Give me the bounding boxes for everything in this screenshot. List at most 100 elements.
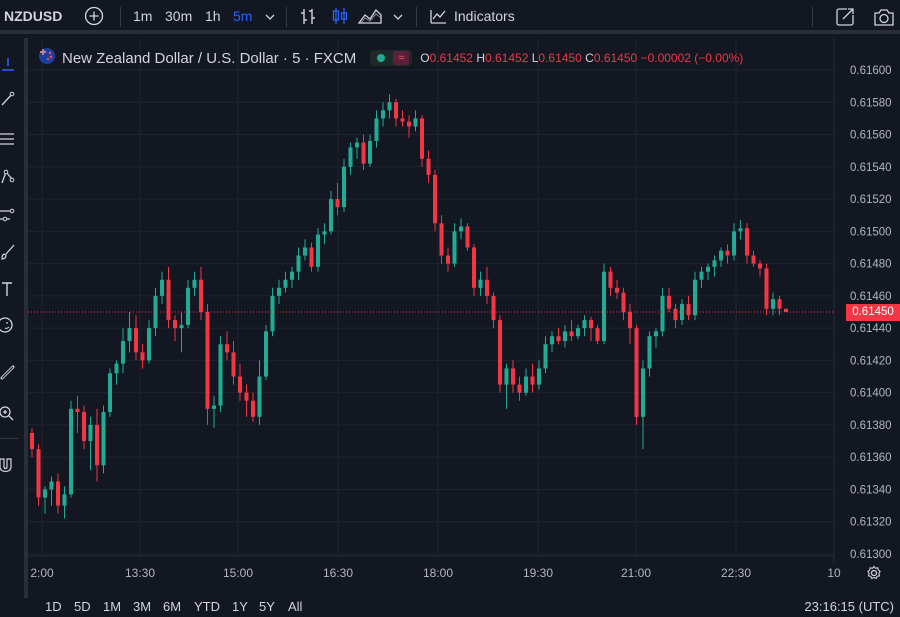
candle bbox=[270, 287, 275, 337]
candle bbox=[432, 170, 438, 232]
candle-body bbox=[660, 295, 665, 332]
close-value: 0.61450 bbox=[593, 51, 638, 65]
candle bbox=[445, 247, 451, 272]
range-1y[interactable]: 1Y bbox=[232, 599, 248, 614]
toolbar-divider bbox=[812, 7, 813, 27]
candle bbox=[185, 279, 191, 329]
prediction-tools-icon[interactable] bbox=[0, 206, 16, 224]
candle bbox=[328, 191, 334, 235]
candle-body bbox=[198, 279, 204, 312]
range-1m[interactable]: 1M bbox=[103, 599, 122, 614]
candle bbox=[465, 223, 470, 251]
candle bbox=[556, 328, 561, 345]
snapshot-icon[interactable] bbox=[834, 6, 856, 33]
candle-body bbox=[224, 344, 230, 353]
time-tick-label: 19:30 bbox=[523, 566, 553, 580]
text-tool-icon[interactable] bbox=[0, 280, 16, 298]
candle bbox=[686, 295, 691, 321]
candle bbox=[367, 134, 373, 167]
price-chart[interactable]: 0.61600 0.61580 0.61560 0.61540 0.61520 0.615… bbox=[28, 38, 900, 596]
trend-line-icon[interactable] bbox=[0, 90, 16, 108]
ruler-icon[interactable] bbox=[0, 364, 16, 382]
area-chart-type-icon[interactable] bbox=[357, 6, 383, 31]
market-status-badge[interactable]: ≈ bbox=[370, 50, 413, 66]
candle bbox=[725, 244, 730, 264]
candle bbox=[608, 266, 613, 296]
crosshair-icon[interactable] bbox=[0, 56, 16, 74]
candle bbox=[491, 292, 496, 329]
indicators-icon[interactable] bbox=[428, 6, 448, 31]
candle-body bbox=[699, 271, 704, 280]
pattern-icon[interactable] bbox=[0, 168, 16, 186]
time-tick-label: 10 bbox=[827, 566, 841, 580]
price-tick-label: 0.61460 bbox=[850, 291, 892, 303]
candle-body bbox=[309, 247, 314, 267]
candle-body bbox=[406, 121, 412, 127]
zoom-icon[interactable] bbox=[0, 404, 16, 422]
time-axis[interactable]: 2:00 13:30 15:00 16:30 18:00 19:30 21:00 22:30 1… bbox=[30, 566, 841, 580]
emoji-icon[interactable] bbox=[0, 316, 16, 334]
interval-30m[interactable]: 30m bbox=[165, 8, 193, 24]
price-tick-label: 0.61560 bbox=[850, 130, 892, 142]
range-5y[interactable]: 5Y bbox=[259, 599, 275, 614]
candle bbox=[380, 102, 386, 127]
candle bbox=[634, 324, 639, 425]
range-5d[interactable]: 5D bbox=[74, 599, 91, 614]
candle bbox=[140, 344, 145, 369]
range-all[interactable]: All bbox=[288, 599, 303, 614]
candle bbox=[283, 271, 288, 293]
fib-retracement-icon[interactable] bbox=[0, 130, 16, 148]
clock[interactable]: 23:16:15 (UTC) bbox=[804, 599, 894, 614]
candle-chart-type-icon[interactable] bbox=[330, 6, 350, 31]
camera-icon[interactable] bbox=[872, 6, 896, 33]
candle bbox=[452, 223, 457, 267]
candle bbox=[393, 99, 399, 127]
range-ytd[interactable]: YTD bbox=[194, 599, 220, 614]
indicators-button[interactable]: Indicators bbox=[454, 8, 515, 24]
candle bbox=[354, 137, 360, 159]
candle bbox=[107, 368, 113, 417]
candle-body bbox=[263, 331, 269, 377]
candle bbox=[88, 416, 93, 471]
symbol-search[interactable]: NZDUSD bbox=[4, 8, 63, 24]
compare-add-icon[interactable] bbox=[84, 6, 104, 31]
range-1d[interactable]: 1D bbox=[45, 599, 62, 614]
candle bbox=[692, 271, 698, 321]
time-tick-label: 22:30 bbox=[721, 566, 751, 580]
interval-1h[interactable]: 1h bbox=[205, 8, 221, 24]
candle-body bbox=[322, 231, 327, 235]
last-price-label: 0.61450 bbox=[846, 304, 900, 321]
magnet-icon[interactable] bbox=[0, 456, 16, 474]
candle bbox=[738, 220, 743, 240]
bottom-toolbar: 1D 5D 1M 3M 6M YTD 1Y 5Y All 23:16:15 (U… bbox=[0, 596, 900, 617]
brush-icon[interactable] bbox=[0, 243, 16, 261]
flag-icon bbox=[38, 47, 56, 70]
interval-5m[interactable]: 5m bbox=[233, 8, 253, 24]
chevron-down-icon[interactable] bbox=[392, 10, 404, 28]
chevron-down-icon[interactable] bbox=[264, 10, 276, 28]
candle-body bbox=[393, 102, 399, 119]
symbol-title[interactable]: New Zealand Dollar / U.S. Dollar · 5 · F… bbox=[62, 49, 357, 67]
candle-body bbox=[172, 320, 178, 329]
range-6m[interactable]: 6M bbox=[163, 599, 182, 614]
range-3m[interactable]: 3M bbox=[133, 599, 152, 614]
candle-body bbox=[575, 328, 581, 337]
price-axis[interactable]: 0.61600 0.61580 0.61560 0.61540 0.61520 0.615… bbox=[850, 65, 892, 561]
time-tick-label: 2:00 bbox=[30, 566, 54, 580]
candle-body bbox=[666, 295, 672, 309]
candle-body bbox=[426, 158, 431, 175]
top-toolbar: NZDUSD 1m 30m 1h 5m Indicators bbox=[0, 0, 900, 34]
candle-body bbox=[120, 341, 126, 364]
settings-gear-icon[interactable] bbox=[866, 565, 882, 586]
candle-body bbox=[497, 320, 503, 385]
candle-body bbox=[510, 368, 516, 385]
candle-body bbox=[36, 449, 41, 498]
candle bbox=[413, 110, 418, 132]
candle bbox=[510, 360, 516, 393]
candle-body bbox=[445, 255, 451, 264]
candle-body bbox=[283, 279, 288, 288]
bar-chart-type-icon[interactable] bbox=[298, 6, 318, 31]
interval-1m[interactable]: 1m bbox=[133, 8, 153, 24]
candle-body bbox=[686, 303, 691, 316]
candle bbox=[244, 384, 249, 417]
